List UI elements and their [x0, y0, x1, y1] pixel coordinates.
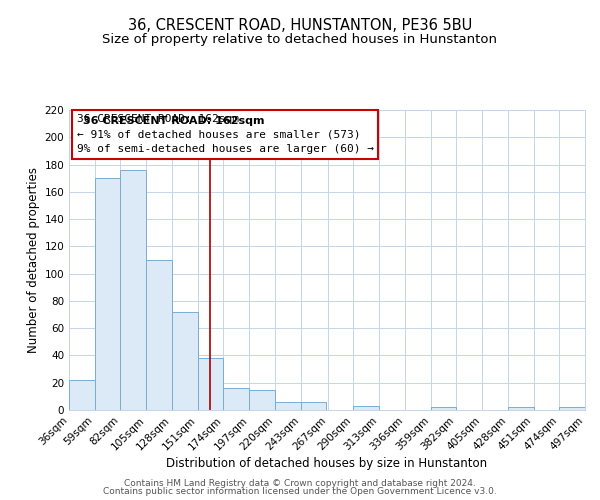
- Text: 36 CRESCENT ROAD: 162sqm
← 91% of detached houses are smaller (573)
9% of semi-d: 36 CRESCENT ROAD: 162sqm ← 91% of detach…: [77, 114, 374, 154]
- Bar: [508, 408, 533, 410]
- X-axis label: Distribution of detached houses by size in Hunstanton: Distribution of detached houses by size …: [166, 458, 488, 470]
- Bar: [301, 402, 326, 410]
- Text: 36 CRESCENT ROAD: 162sqm: 36 CRESCENT ROAD: 162sqm: [83, 116, 265, 126]
- Bar: [223, 388, 249, 410]
- Bar: [249, 390, 275, 410]
- Bar: [69, 380, 95, 410]
- Bar: [121, 170, 146, 410]
- Bar: [95, 178, 121, 410]
- Bar: [275, 402, 301, 410]
- Text: Contains public sector information licensed under the Open Government Licence v3: Contains public sector information licen…: [103, 487, 497, 496]
- Text: Size of property relative to detached houses in Hunstanton: Size of property relative to detached ho…: [103, 32, 497, 46]
- Y-axis label: Number of detached properties: Number of detached properties: [27, 167, 40, 353]
- Bar: [198, 358, 223, 410]
- Bar: [146, 260, 172, 410]
- Bar: [172, 312, 198, 410]
- Bar: [559, 408, 585, 410]
- Bar: [431, 408, 456, 410]
- Text: 36, CRESCENT ROAD, HUNSTANTON, PE36 5BU: 36, CRESCENT ROAD, HUNSTANTON, PE36 5BU: [128, 18, 472, 32]
- Bar: [353, 406, 379, 410]
- Text: Contains HM Land Registry data © Crown copyright and database right 2024.: Contains HM Land Registry data © Crown c…: [124, 478, 476, 488]
